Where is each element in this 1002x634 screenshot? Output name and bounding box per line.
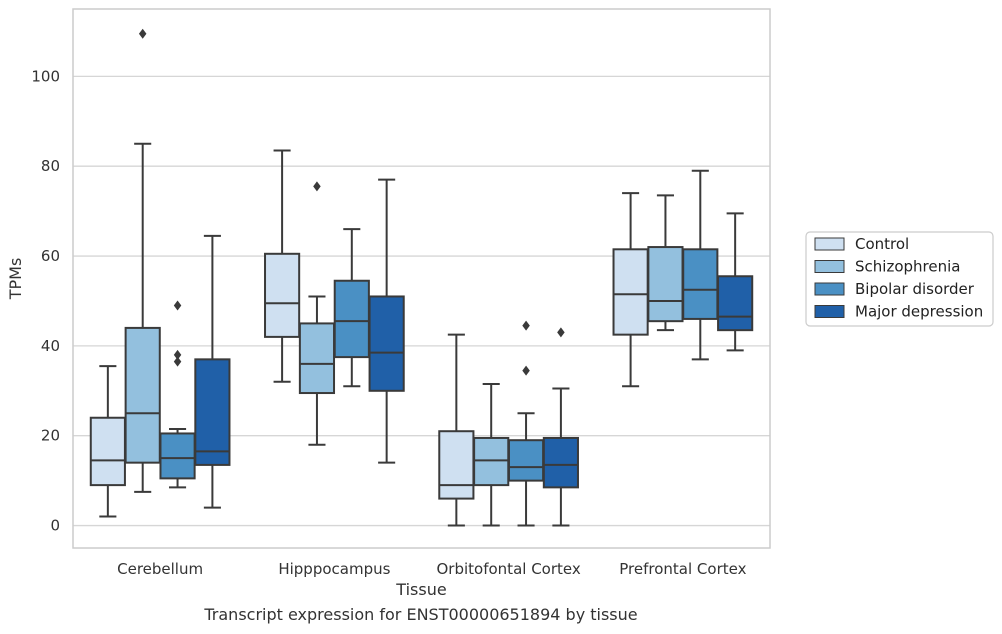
iqr-box [647,246,684,323]
box-control [438,333,475,527]
iqr-box [368,295,405,392]
y-tick-label: 0 [50,517,60,535]
box-control [264,149,301,383]
figure-caption: Transcript expression for ENST0000065189… [204,605,638,624]
box-major-depression [717,212,754,352]
outlier-point [522,365,530,376]
iqr-box [89,416,126,487]
box-major-depression [368,178,405,464]
y-tick-label: 80 [41,157,60,175]
outlier-point [557,327,565,338]
x-tick-label: Hipppocampus [278,560,390,578]
iqr-box [124,326,161,464]
legend-label: Bipolar disorder [855,280,975,298]
x-tick-label: Cerebellum [117,560,203,578]
iqr-box [298,322,336,395]
x-tick-label: Orbitofontal Cortex [437,560,581,578]
iqr-box [717,275,754,332]
outlier-point [173,356,182,367]
legend-label: Control [855,235,909,253]
box-bipolar-disorder [682,169,719,361]
outlier-point [522,320,530,331]
x-tick-label: Prefrontal Cortex [619,560,746,578]
box-bipolar-disorder [333,228,370,388]
legend-label: Schizophrenia [855,258,960,276]
y-tick-label: 20 [41,427,60,445]
outlier-point [173,349,182,360]
legend-frame [805,231,994,327]
iqr-box [507,439,545,482]
box-major-depression [194,234,231,509]
legend-swatch [814,305,845,318]
y-tick-label: 60 [41,247,60,265]
iqr-box [682,248,719,320]
box-control [89,365,126,518]
iqr-box [612,248,649,336]
iqr-box [473,436,510,487]
legend-swatch [814,237,845,251]
box-schizophrenia [298,181,336,446]
box-bipolar-disorder [159,300,196,489]
box-bipolar-disorder [507,320,545,527]
outlier-point [313,181,321,192]
iqr-box [159,432,196,480]
legend-swatch [814,282,845,296]
iqr-box [438,430,475,500]
iqr-box [542,436,579,489]
legend-swatch [814,260,845,273]
box-schizophrenia [647,194,684,332]
x-axis-title: Tissue [395,580,446,599]
box-schizophrenia [124,28,161,493]
plot-frame [72,8,771,549]
y-axis-title: TPMs [6,258,25,301]
box-control [612,192,649,388]
y-tick-label: 100 [31,67,60,85]
iqr-box [264,252,301,338]
iqr-box [333,279,370,359]
iqr-box [194,358,231,466]
y-tick-label: 40 [41,337,60,355]
box-major-depression [542,327,579,527]
box-schizophrenia [473,383,510,527]
outlier-point [173,300,182,311]
outlier-point [138,28,147,39]
legend: Control Schizophrenia Bipolar disorder Majo… [805,231,994,327]
legend-label: Major depression [855,303,983,321]
